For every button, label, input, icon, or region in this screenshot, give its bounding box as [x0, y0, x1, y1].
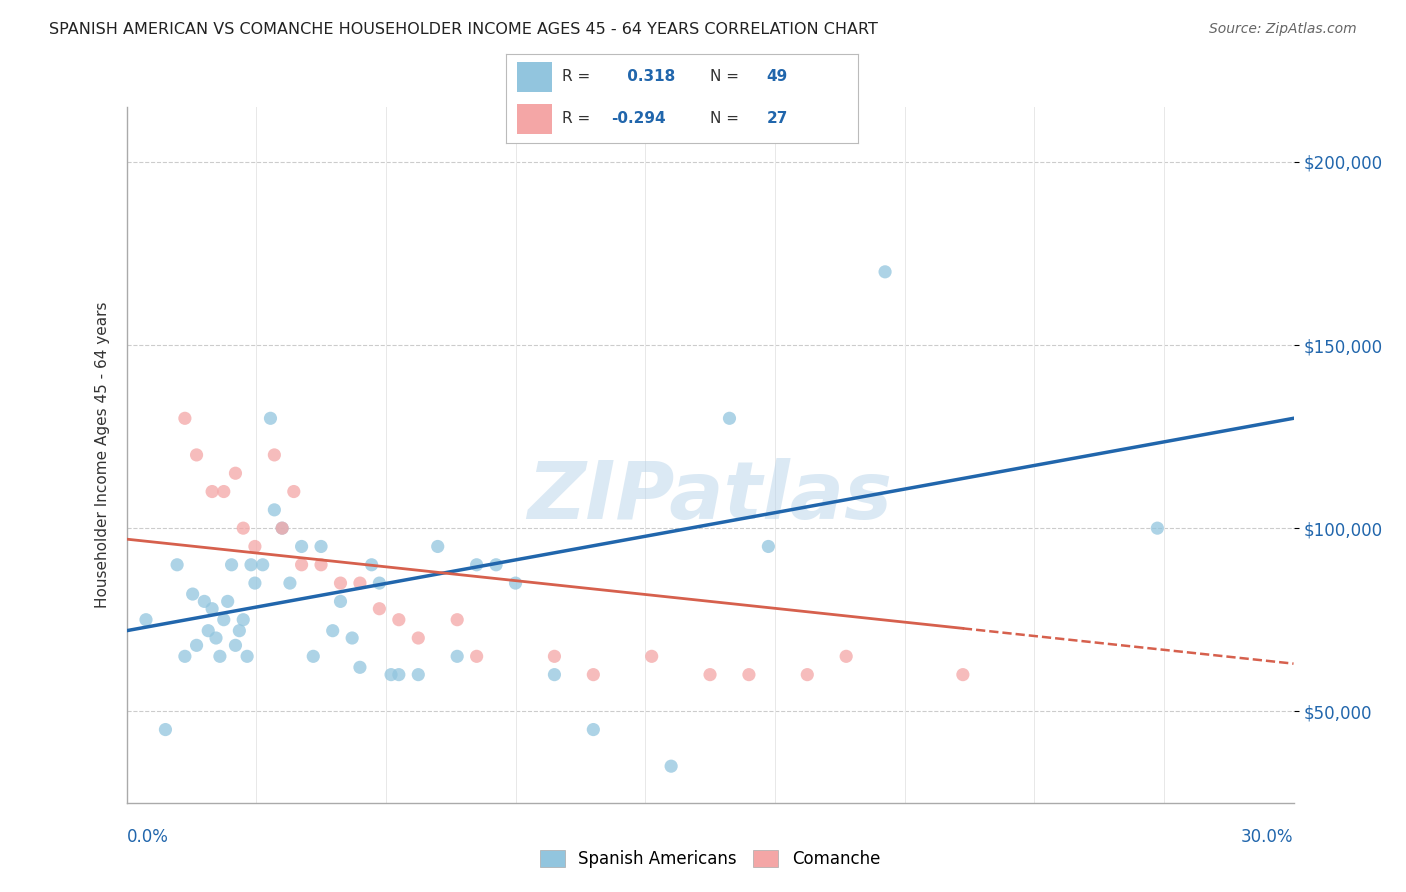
Point: [278, 576, 301, 591]
Point: [263, 448, 285, 462]
Point: [505, 576, 527, 591]
FancyBboxPatch shape: [517, 104, 551, 134]
Point: [582, 667, 605, 681]
Point: [349, 576, 371, 591]
Point: [228, 624, 250, 638]
Text: -0.294: -0.294: [612, 112, 666, 126]
Point: [259, 411, 281, 425]
Point: [446, 649, 468, 664]
Point: [271, 521, 294, 535]
Point: [408, 631, 430, 645]
Point: [465, 649, 488, 664]
Point: [224, 638, 246, 652]
Point: [875, 265, 897, 279]
Point: [217, 594, 239, 608]
Point: [738, 667, 761, 681]
Point: [186, 448, 208, 462]
Text: R =: R =: [562, 70, 591, 84]
Point: [243, 576, 266, 591]
Text: R =: R =: [562, 112, 591, 126]
Point: [485, 558, 508, 572]
Point: [224, 467, 246, 481]
Text: Source: ZipAtlas.com: Source: ZipAtlas.com: [1209, 22, 1357, 37]
Point: [388, 613, 411, 627]
Point: [368, 576, 391, 591]
Point: [408, 667, 430, 681]
Point: [309, 540, 332, 554]
Point: [201, 601, 224, 615]
Point: [155, 723, 177, 737]
Point: [193, 594, 215, 608]
Point: [166, 558, 188, 572]
Point: [290, 558, 312, 572]
Point: [388, 667, 411, 681]
Point: [208, 649, 231, 664]
Point: [212, 484, 235, 499]
Text: 49: 49: [766, 70, 787, 84]
Point: [174, 649, 197, 664]
Point: [426, 540, 449, 554]
FancyBboxPatch shape: [517, 62, 551, 92]
Text: SPANISH AMERICAN VS COMANCHE HOUSEHOLDER INCOME AGES 45 - 64 YEARS CORRELATION C: SPANISH AMERICAN VS COMANCHE HOUSEHOLDER…: [49, 22, 879, 37]
Point: [543, 667, 565, 681]
Point: [302, 649, 325, 664]
Legend: Spanish Americans, Comanche: Spanish Americans, Comanche: [533, 843, 887, 874]
Point: [796, 667, 818, 681]
Point: [659, 759, 682, 773]
Y-axis label: Householder Income Ages 45 - 64 years: Householder Income Ages 45 - 64 years: [94, 301, 110, 608]
Point: [240, 558, 263, 572]
Point: [243, 540, 266, 554]
Text: N =: N =: [710, 70, 740, 84]
Point: [718, 411, 741, 425]
Point: [174, 411, 197, 425]
Point: [221, 558, 243, 572]
Point: [835, 649, 858, 664]
Point: [329, 594, 352, 608]
Point: [135, 613, 157, 627]
Point: [641, 649, 664, 664]
Point: [201, 484, 224, 499]
Text: ZIPatlas: ZIPatlas: [527, 458, 893, 536]
Point: [232, 521, 254, 535]
Point: [543, 649, 565, 664]
Point: [252, 558, 274, 572]
Point: [309, 558, 332, 572]
Text: 27: 27: [766, 112, 787, 126]
Point: [322, 624, 344, 638]
Point: [283, 484, 305, 499]
Point: [380, 667, 402, 681]
Point: [699, 667, 721, 681]
Point: [212, 613, 235, 627]
Point: [329, 576, 352, 591]
Text: 30.0%: 30.0%: [1241, 828, 1294, 846]
Text: 0.0%: 0.0%: [127, 828, 169, 846]
Point: [205, 631, 228, 645]
Point: [263, 503, 285, 517]
Point: [756, 540, 779, 554]
Point: [582, 723, 605, 737]
Point: [1146, 521, 1168, 535]
Text: 0.318: 0.318: [621, 70, 675, 84]
Point: [368, 601, 391, 615]
Point: [952, 667, 974, 681]
Point: [181, 587, 204, 601]
Point: [349, 660, 371, 674]
Point: [271, 521, 294, 535]
Point: [197, 624, 219, 638]
Point: [340, 631, 363, 645]
Point: [360, 558, 382, 572]
Point: [465, 558, 488, 572]
Point: [232, 613, 254, 627]
Point: [290, 540, 312, 554]
Point: [186, 638, 208, 652]
Point: [446, 613, 468, 627]
Text: N =: N =: [710, 112, 740, 126]
Point: [236, 649, 259, 664]
